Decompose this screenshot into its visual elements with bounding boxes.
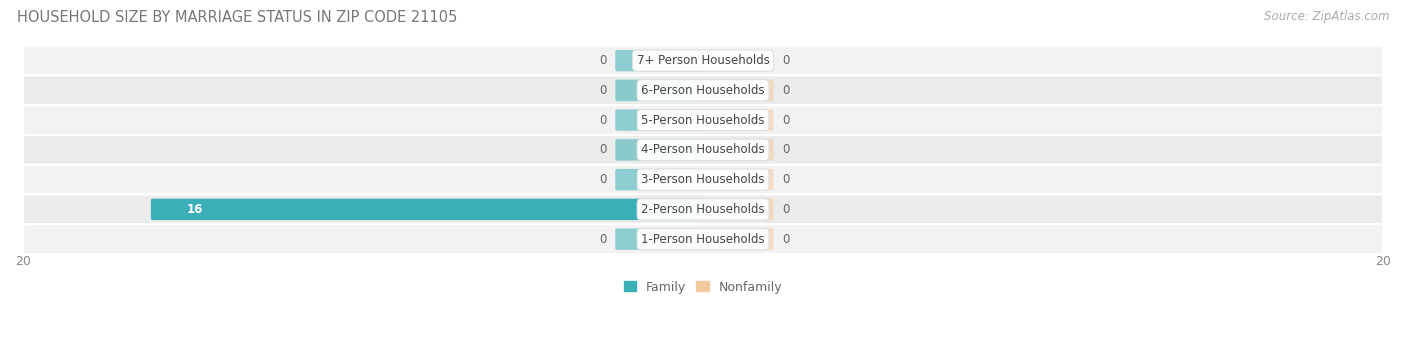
Text: 0: 0	[599, 84, 606, 97]
FancyBboxPatch shape	[702, 169, 773, 190]
Text: 0: 0	[782, 114, 790, 127]
Text: 5-Person Households: 5-Person Households	[641, 114, 765, 127]
Text: 0: 0	[599, 173, 606, 186]
FancyBboxPatch shape	[616, 50, 704, 71]
Text: 0: 0	[782, 84, 790, 97]
Text: 2-Person Households: 2-Person Households	[641, 203, 765, 216]
FancyBboxPatch shape	[150, 199, 704, 220]
FancyBboxPatch shape	[616, 109, 704, 131]
FancyBboxPatch shape	[22, 75, 1384, 105]
Text: 0: 0	[599, 54, 606, 67]
Text: 20: 20	[1375, 255, 1391, 268]
FancyBboxPatch shape	[616, 79, 704, 101]
FancyBboxPatch shape	[702, 79, 773, 101]
Legend: Family, Nonfamily: Family, Nonfamily	[624, 281, 782, 294]
FancyBboxPatch shape	[702, 50, 773, 71]
Text: 0: 0	[782, 173, 790, 186]
Text: 0: 0	[782, 143, 790, 157]
FancyBboxPatch shape	[22, 46, 1384, 75]
FancyBboxPatch shape	[616, 139, 704, 161]
Text: 1-Person Households: 1-Person Households	[641, 233, 765, 246]
Text: 0: 0	[782, 203, 790, 216]
Text: 0: 0	[599, 143, 606, 157]
FancyBboxPatch shape	[22, 165, 1384, 194]
Text: 20: 20	[15, 255, 31, 268]
Text: Source: ZipAtlas.com: Source: ZipAtlas.com	[1264, 10, 1389, 23]
Text: 4-Person Households: 4-Person Households	[641, 143, 765, 157]
Text: 0: 0	[782, 233, 790, 246]
Text: 0: 0	[599, 114, 606, 127]
FancyBboxPatch shape	[22, 224, 1384, 254]
Text: 0: 0	[599, 233, 606, 246]
Text: 16: 16	[187, 203, 204, 216]
FancyBboxPatch shape	[616, 228, 704, 250]
FancyBboxPatch shape	[702, 228, 773, 250]
FancyBboxPatch shape	[616, 169, 704, 190]
Text: 6-Person Households: 6-Person Households	[641, 84, 765, 97]
Text: 7+ Person Households: 7+ Person Households	[637, 54, 769, 67]
FancyBboxPatch shape	[22, 105, 1384, 135]
Text: HOUSEHOLD SIZE BY MARRIAGE STATUS IN ZIP CODE 21105: HOUSEHOLD SIZE BY MARRIAGE STATUS IN ZIP…	[17, 10, 457, 25]
FancyBboxPatch shape	[22, 135, 1384, 165]
FancyBboxPatch shape	[702, 199, 773, 220]
Text: 3-Person Households: 3-Person Households	[641, 173, 765, 186]
FancyBboxPatch shape	[702, 109, 773, 131]
FancyBboxPatch shape	[22, 194, 1384, 224]
Text: 0: 0	[782, 54, 790, 67]
FancyBboxPatch shape	[702, 139, 773, 161]
